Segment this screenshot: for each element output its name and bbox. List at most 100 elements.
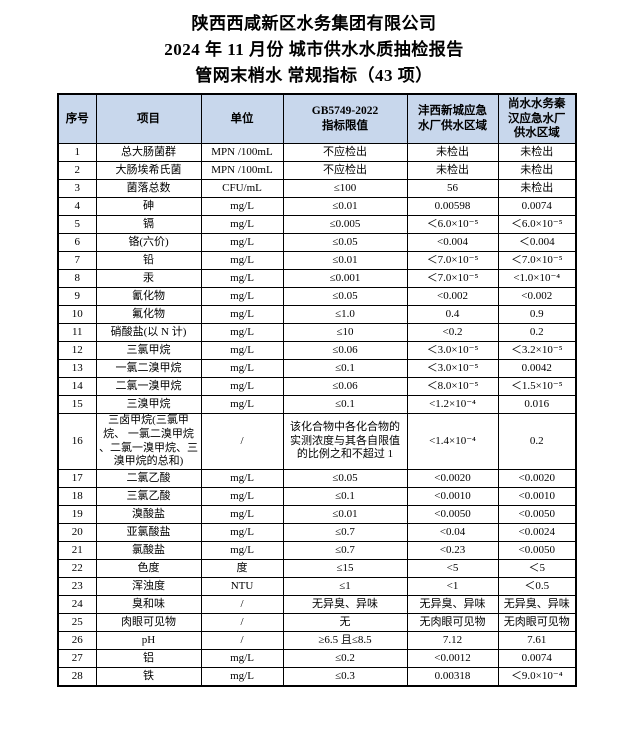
row-no: 23 [57, 577, 97, 596]
limit-value: ≤0.01 [282, 197, 408, 216]
shangshui-value: ＜6.0×10⁻⁵ [497, 215, 577, 234]
shangshui-value: 0.2 [497, 413, 577, 470]
unit: mg/L [200, 523, 284, 542]
item-name: 铝 [95, 649, 202, 668]
fengxi-value: 未检出 [406, 143, 499, 162]
row-no: 10 [57, 305, 97, 324]
fengxi-value: <0.04 [406, 523, 499, 542]
row-no: 15 [57, 395, 97, 414]
fengxi-value: <1.4×10⁻⁴ [406, 413, 499, 470]
item-name: 溴酸盐 [95, 505, 202, 524]
unit: mg/L [200, 469, 284, 488]
item-name: 铁 [95, 667, 202, 687]
unit: NTU [200, 577, 284, 596]
table-row: 28 铁 mg/L ≤0.3 0.00318 ＜9.0×10⁻⁴ [57, 667, 577, 687]
limit-value: ≤0.1 [282, 487, 408, 506]
unit: mg/L [200, 667, 284, 687]
item-name: 三卤甲烷(三氯甲烷、 一氯二溴甲烷 、二氯一溴甲烷、三溴甲烷的总和) [95, 413, 202, 470]
unit: / [200, 613, 284, 632]
table-row: 20 亚氯酸盐 mg/L ≤0.7 <0.04 <0.0024 [57, 523, 577, 542]
fengxi-value: <5 [406, 559, 499, 578]
item-name: 三溴甲烷 [95, 395, 202, 414]
row-no: 14 [57, 377, 97, 396]
limit-value: ≤15 [282, 559, 408, 578]
shangshui-value: 未检出 [497, 179, 577, 198]
table-row: 16 三卤甲烷(三氯甲烷、 一氯二溴甲烷 、二氯一溴甲烷、三溴甲烷的总和) / 该化合… [57, 413, 577, 470]
shangshui-value: 0.0042 [497, 359, 577, 378]
report-title: 2024 年 11 月份 城市供水水质抽检报告 [164, 40, 464, 59]
unit: mg/L [200, 649, 284, 668]
table-row: 8 汞 mg/L ≤0.001 ＜7.0×10⁻⁵ <1.0×10⁻⁴ [57, 269, 577, 288]
table-row: 19 溴酸盐 mg/L ≤0.01 <0.0050 <0.0050 [57, 505, 577, 524]
item-name: 汞 [95, 269, 202, 288]
item-name: 氰化物 [95, 287, 202, 306]
limit-value: ≤0.7 [282, 541, 408, 560]
limit-value: ≥6.5 且≤8.5 [282, 631, 408, 650]
fengxi-value: <0.0020 [406, 469, 499, 488]
unit: mg/L [200, 197, 284, 216]
fengxi-value: <0.23 [406, 541, 499, 560]
row-no: 20 [57, 523, 97, 542]
fengxi-value: ＜6.0×10⁻⁵ [406, 215, 499, 234]
fengxi-value: <1.2×10⁻⁴ [406, 395, 499, 414]
shangshui-value: 7.61 [497, 631, 577, 650]
fengxi-value: 56 [406, 179, 499, 198]
unit: mg/L [200, 215, 284, 234]
unit: 度 [200, 559, 284, 578]
shangshui-value: ＜0.5 [497, 577, 577, 596]
item-name: 三氯甲烷 [95, 341, 202, 360]
header-row: 序号 项目 单位 GB5749-2022 指标限值 沣西新城应急 水厂供水区域 尚水水务秦… [57, 93, 577, 144]
table-row: 25 肉眼可见物 / 无无肉眼可见物 无肉眼可见物 [57, 613, 577, 632]
shangshui-value: ＜1.5×10⁻⁵ [497, 377, 577, 396]
row-no: 2 [57, 161, 97, 180]
row-no: 25 [57, 613, 97, 632]
shangshui-value: ＜7.0×10⁻⁵ [497, 251, 577, 270]
table-row: 21 氯酸盐 mg/L ≤0.7 <0.23 <0.0050 [57, 541, 577, 560]
item-name: 氟化物 [95, 305, 202, 324]
table-row: 5 镉 mg/L ≤0.005 ＜6.0×10⁻⁵ ＜6.0×10⁻⁵ [57, 215, 577, 234]
unit: MPN /100mL [200, 143, 284, 162]
unit: mg/L [200, 341, 284, 360]
unit: mg/L [200, 287, 284, 306]
unit: mg/L [200, 233, 284, 252]
item-name: 色度 [95, 559, 202, 578]
shangshui-value: <0.0020 [497, 469, 577, 488]
table-row: 13 一氯二溴甲烷 mg/L ≤0.1 ＜3.0×10⁻⁵ 0.0042 [57, 359, 577, 378]
limit-value: ≤0.7 [282, 523, 408, 542]
table-row: 14 二氯一溴甲烷 mg/L ≤0.06 ＜8.0×10⁻⁵ ＜1.5×10⁻⁵ [57, 377, 577, 396]
shangshui-value: ＜5 [497, 559, 577, 578]
shangshui-value: <0.0010 [497, 487, 577, 506]
limit-value: ≤0.01 [282, 505, 408, 524]
limit-value: 不应检出 [282, 143, 408, 162]
table-row: 24 臭和味 / 无异臭、异味 无异臭、异味 无异臭、异味 [57, 595, 577, 614]
shangshui-value: 无异臭、异味 [497, 595, 577, 614]
col-header-no: 序号 [57, 93, 97, 144]
limit-value: 无 [282, 613, 408, 632]
item-name: 镉 [95, 215, 202, 234]
fengxi-value: ＜7.0×10⁻⁵ [406, 251, 499, 270]
water-quality-table: 序号 项目 单位 GB5749-2022 指标限值 沣西新城应急 水厂供水区域 尚水水务秦… [57, 93, 577, 687]
row-no: 22 [57, 559, 97, 578]
table-row: 18 三氯乙酸 mg/L ≤0.1 <0.0010 <0.0010 [57, 487, 577, 506]
limit-value: ≤0.05 [282, 233, 408, 252]
item-name: 二氯一溴甲烷 [95, 377, 202, 396]
fengxi-value: <0.004 [406, 233, 499, 252]
fengxi-value: ＜7.0×10⁻⁵ [406, 269, 499, 288]
unit: mg/L [200, 505, 284, 524]
shangshui-value: 0.0074 [497, 197, 577, 216]
unit: / [200, 595, 284, 614]
table-body: 1 总大肠菌群 MPN /100mL 不应检出 未检出 未检出 2 大肠埃希氏菌 MPN /10… [57, 143, 577, 687]
item-name: 亚氯酸盐 [95, 523, 202, 542]
table-row: 2 大肠埃希氏菌 MPN /100mL 不应检出 未检出 未检出 [57, 161, 577, 180]
fengxi-value: <0.2 [406, 323, 499, 342]
table-row: 22 色度度 ≤15 <5 ＜5 [57, 559, 577, 578]
table-row: 9 氰化物 mg/L ≤0.05 <0.002 <0.002 [57, 287, 577, 306]
row-no: 24 [57, 595, 97, 614]
table-row: 7 铅 mg/L ≤0.01 ＜7.0×10⁻⁵ ＜7.0×10⁻⁵ [57, 251, 577, 270]
row-no: 1 [57, 143, 97, 162]
shangshui-value: 未检出 [497, 143, 577, 162]
unit: mg/L [200, 359, 284, 378]
row-no: 4 [57, 197, 97, 216]
col-header-limit: GB5749-2022 指标限值 [282, 93, 408, 144]
